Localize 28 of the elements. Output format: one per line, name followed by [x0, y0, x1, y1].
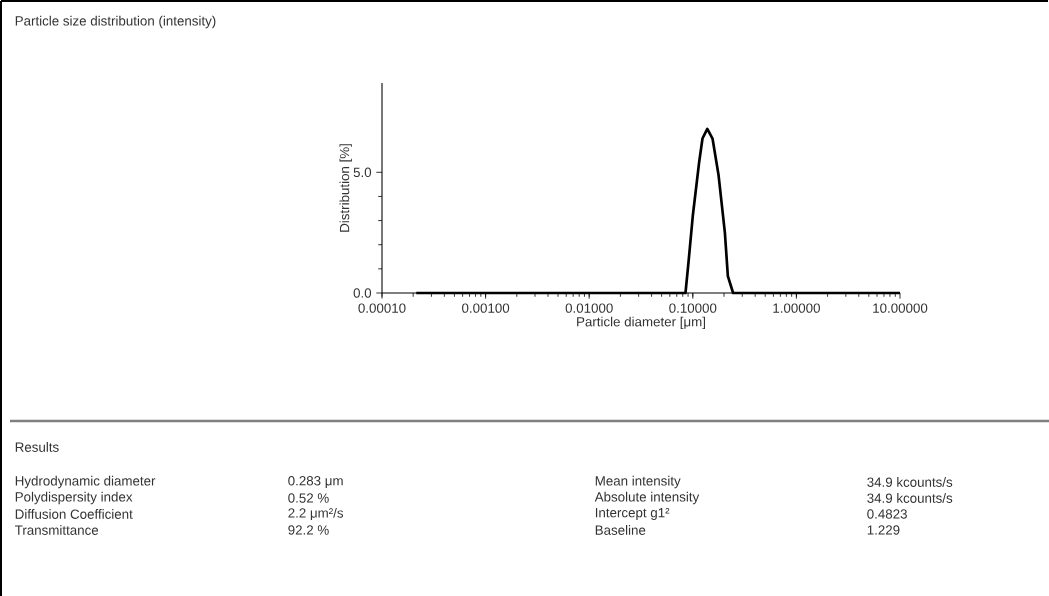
- text: 0.4823: [867, 509, 907, 519]
- y-axis-title: Distribution [%]: [339, 144, 352, 232]
- y-tick-label: 0.0: [353, 288, 372, 298]
- text: 1.229: [867, 525, 900, 535]
- text: 34.9 kcounts/s: [867, 493, 953, 503]
- x-axis-title: Particle diameter [μm]: [577, 316, 705, 330]
- text: 2.2 μm²/s: [288, 507, 344, 521]
- text: 34.9 kcounts/s: [867, 477, 953, 487]
- x-tick-label: 0.00010: [358, 303, 406, 313]
- text: 0.283 μm: [288, 476, 343, 488]
- text: 92.2 %: [288, 525, 329, 535]
- x-tick-label: 0.00100: [462, 303, 510, 313]
- text: Transmittance: [15, 525, 99, 535]
- text: Results: [15, 442, 59, 452]
- x-tick-label: 0.01000: [565, 303, 613, 313]
- x-tick-label: 1.00000: [773, 303, 820, 313]
- text: Diffusion Coefficient: [15, 509, 133, 519]
- y-tick-label: 5.0: [353, 167, 372, 178]
- x-tick-label: 0.10000: [669, 303, 717, 313]
- text: Hydrodynamic diameter: [15, 475, 156, 489]
- x-tick-label: 10.00000: [873, 303, 928, 313]
- text: Absolute intensity: [594, 491, 700, 505]
- text: Polydispersity index: [15, 491, 133, 505]
- text: Baseline: [595, 525, 646, 535]
- text: 0.52 %: [288, 493, 329, 503]
- text: Intercept g1²: [595, 507, 670, 520]
- text: Particle size distribution (intensity): [15, 15, 216, 29]
- text: Mean intensity: [595, 475, 681, 489]
